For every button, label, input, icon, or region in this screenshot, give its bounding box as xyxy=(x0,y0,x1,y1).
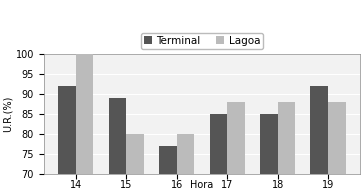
Legend: Terminal, Lagoa: Terminal, Lagoa xyxy=(140,33,263,49)
Text: Hora: Hora xyxy=(190,180,213,190)
Bar xyxy=(310,86,328,194)
Bar xyxy=(278,102,295,194)
Y-axis label: U.R.(%): U.R.(%) xyxy=(3,96,13,132)
Bar xyxy=(177,134,194,194)
Bar xyxy=(260,114,278,194)
Bar xyxy=(126,134,144,194)
Bar xyxy=(76,54,93,194)
Bar xyxy=(159,146,177,194)
Bar xyxy=(109,98,126,194)
Bar xyxy=(209,114,227,194)
Bar xyxy=(328,102,346,194)
Bar xyxy=(58,86,76,194)
Bar xyxy=(227,102,245,194)
